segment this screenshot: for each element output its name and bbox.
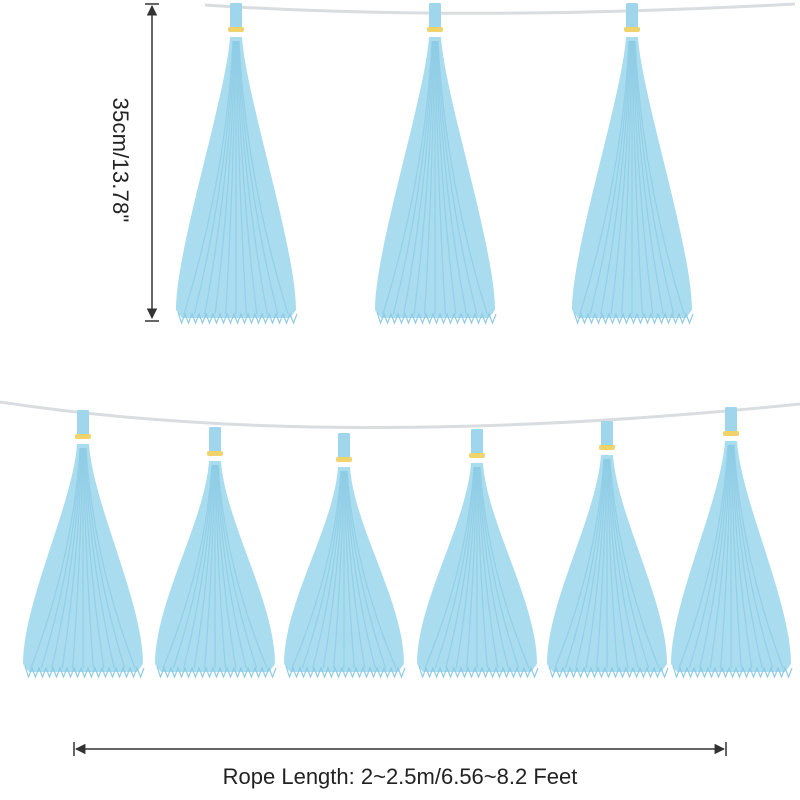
gold-ring xyxy=(599,445,615,450)
tassel-clip xyxy=(429,3,441,31)
bottom-row-tassels xyxy=(23,407,793,679)
gold-ring xyxy=(624,27,640,32)
rope-length-label: Rope Length: 2~2.5m/6.56~8.2 Feet xyxy=(222,764,578,789)
tassel-clip xyxy=(230,3,242,31)
tassel-strands xyxy=(291,470,397,669)
tassel-strands xyxy=(579,40,685,315)
tassel-fringe xyxy=(548,665,669,679)
gold-ring xyxy=(469,453,485,458)
tassel-strands xyxy=(382,40,488,315)
tassel-clip xyxy=(209,427,221,455)
top-rope xyxy=(204,2,796,15)
gold-ring xyxy=(427,27,443,32)
tassel xyxy=(547,421,669,679)
tassel-fringe xyxy=(672,665,793,679)
top-row-tassels xyxy=(176,3,694,325)
tassel-clip xyxy=(471,429,483,457)
tassel-clip xyxy=(338,433,350,461)
tassel-fringe xyxy=(156,665,277,679)
tassel xyxy=(572,3,694,325)
tassel-fringe xyxy=(24,665,145,679)
tassel xyxy=(155,427,277,679)
tassel-clip xyxy=(725,407,737,435)
tassel-clip xyxy=(626,3,638,31)
gold-ring xyxy=(228,27,244,32)
tassel-fringe xyxy=(376,311,497,325)
tassel-fringe xyxy=(418,665,539,679)
gold-ring xyxy=(207,451,223,456)
tassel xyxy=(176,3,298,325)
bottom-rope xyxy=(0,400,800,430)
height-dimension-label: 35cm/13.78" xyxy=(108,97,133,223)
tassel xyxy=(671,407,793,679)
gold-ring xyxy=(336,457,352,462)
gold-ring xyxy=(75,434,91,439)
tassel xyxy=(417,429,539,679)
tassel-clip xyxy=(601,421,613,449)
tassel-strands xyxy=(678,444,784,669)
tassel-fringe xyxy=(573,311,694,325)
tassel xyxy=(284,433,406,679)
tassel xyxy=(375,3,497,325)
tassel-fringe xyxy=(177,311,298,325)
tassel-strands xyxy=(554,458,660,669)
tassel xyxy=(23,410,145,679)
gold-ring xyxy=(723,431,739,436)
tassel-strands xyxy=(424,466,530,669)
tassel-fringe xyxy=(285,665,406,679)
tassel-clip xyxy=(77,410,89,438)
tassel-strands xyxy=(162,464,268,669)
tassel-strands xyxy=(30,447,136,669)
tassel-strands xyxy=(183,40,289,315)
